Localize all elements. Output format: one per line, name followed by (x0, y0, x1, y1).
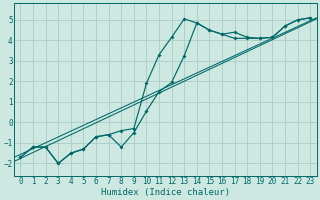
X-axis label: Humidex (Indice chaleur): Humidex (Indice chaleur) (101, 188, 230, 197)
